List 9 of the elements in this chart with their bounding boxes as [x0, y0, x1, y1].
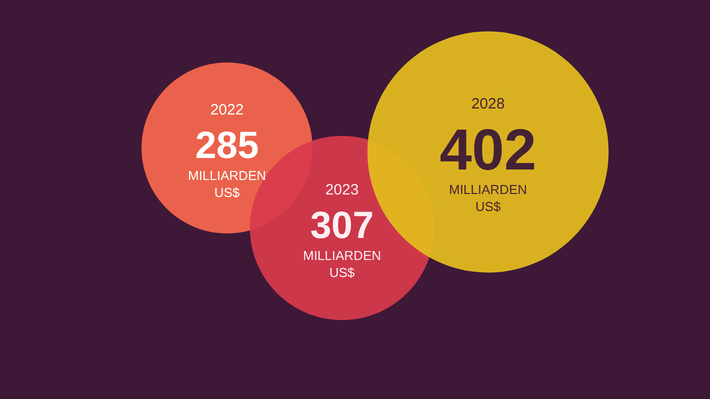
data-label: 307 — [310, 205, 374, 247]
data-label: 285 — [195, 125, 259, 167]
text: MILLIARDEN US$ — [302, 248, 382, 280]
text: MILLIARDEN US$ — [448, 182, 528, 214]
text: MILLIARDEN US$ — [188, 168, 266, 200]
category-label: 2028 — [471, 96, 505, 112]
data-label: 402 — [440, 118, 536, 182]
category-label: 2023 — [325, 182, 359, 198]
category-label: 2022 — [210, 102, 244, 118]
